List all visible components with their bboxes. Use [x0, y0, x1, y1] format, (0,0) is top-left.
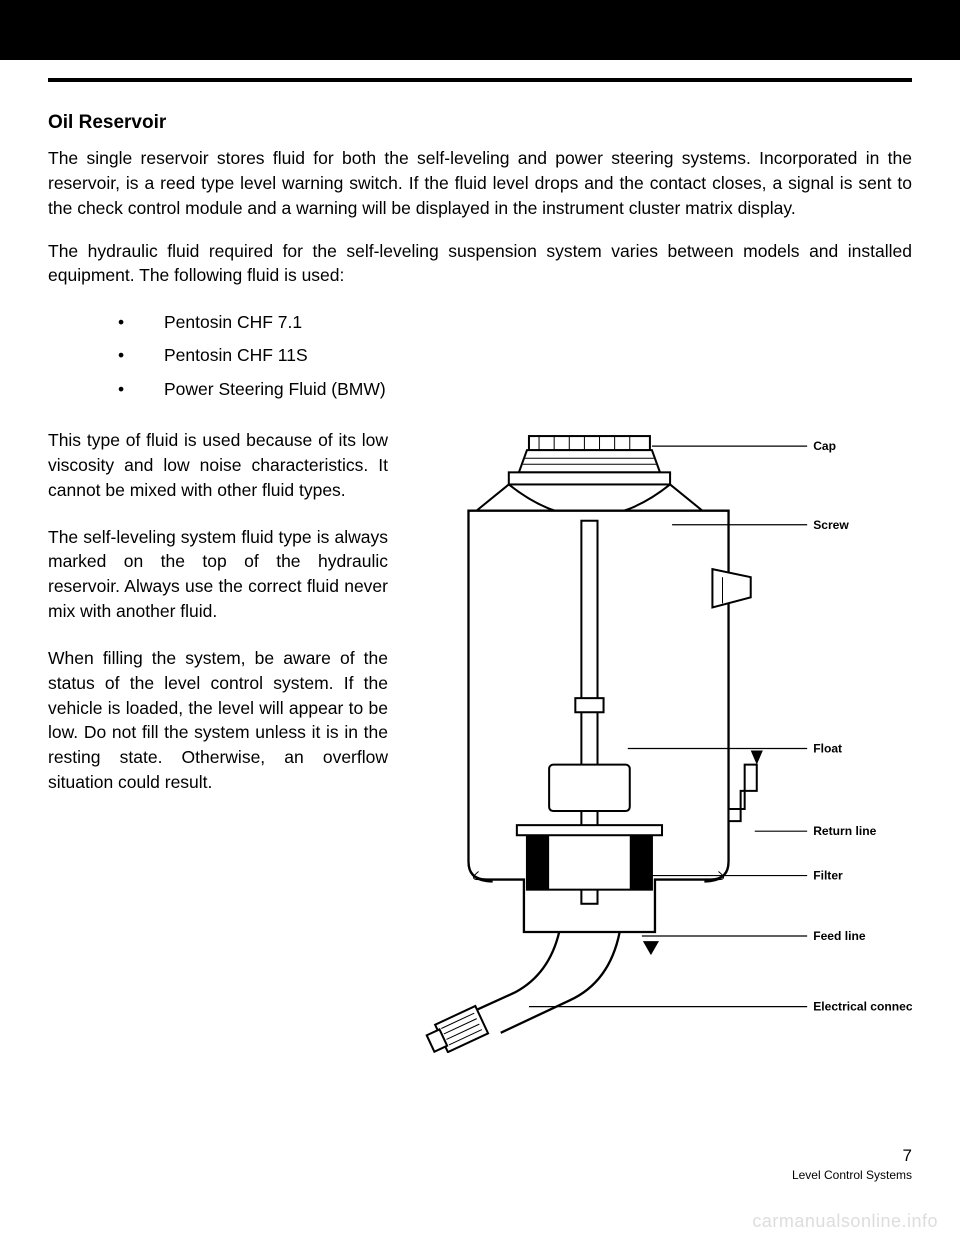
section-heading: Oil Reservoir — [48, 112, 912, 134]
label-return-line: Return line — [813, 824, 876, 838]
reservoir-diagram: Cap Screw Float Return line Filter Feed … — [408, 428, 912, 1058]
list-item: •Pentosin CHF 11S — [118, 339, 912, 372]
page-number: 7 — [792, 1146, 912, 1166]
return-line-shape — [729, 751, 763, 822]
bullet-text: Power Steering Fluid (BMW) — [164, 373, 386, 406]
label-filter: Filter — [813, 869, 843, 883]
header-bar — [0, 0, 960, 60]
divider-rule — [48, 78, 912, 82]
bullet-text: Pentosin CHF 7.1 — [164, 306, 302, 339]
label-screw: Screw — [813, 518, 849, 532]
electrical-connector-shape — [424, 1006, 488, 1053]
watermark: carmanualsonline.info — [752, 1211, 938, 1232]
filter-wall-right — [630, 831, 652, 889]
page-content: Oil Reservoir The single reservoir store… — [48, 112, 912, 1058]
label-cap: Cap — [813, 439, 836, 453]
list-item: •Pentosin CHF 7.1 — [118, 306, 912, 339]
paragraph-3: This type of fluid is used because of it… — [48, 428, 388, 503]
mounting-tab — [712, 569, 750, 607]
paragraph-4: The self-leveling system fluid type is a… — [48, 525, 388, 624]
float-shape — [549, 765, 630, 811]
tube-coupling — [575, 698, 603, 712]
label-feed-line: Feed line — [813, 929, 866, 943]
cap-shape — [519, 436, 660, 472]
bullet-text: Pentosin CHF 11S — [164, 339, 308, 372]
footer-caption: Level Control Systems — [792, 1168, 912, 1182]
paragraph-2: The hydraulic fluid required for the sel… — [48, 239, 912, 289]
bullet-list: •Pentosin CHF 7.1 •Pentosin CHF 11S •Pow… — [118, 306, 912, 406]
page-footer: 7 Level Control Systems — [792, 1146, 912, 1182]
two-column-region: This type of fluid is used because of it… — [48, 428, 912, 1058]
label-electrical-connector: Electrical connector — [813, 1000, 912, 1014]
paragraph-1: The single reservoir stores fluid for bo… — [48, 146, 912, 221]
left-column: This type of fluid is used because of it… — [48, 428, 388, 1058]
label-float: Float — [813, 742, 842, 756]
filter-top — [517, 825, 662, 835]
flange — [509, 472, 670, 484]
list-item: •Power Steering Fluid (BMW) — [118, 373, 912, 406]
filter-wall-left — [527, 831, 549, 889]
paragraph-5: When filling the system, be aware of the… — [48, 646, 388, 795]
